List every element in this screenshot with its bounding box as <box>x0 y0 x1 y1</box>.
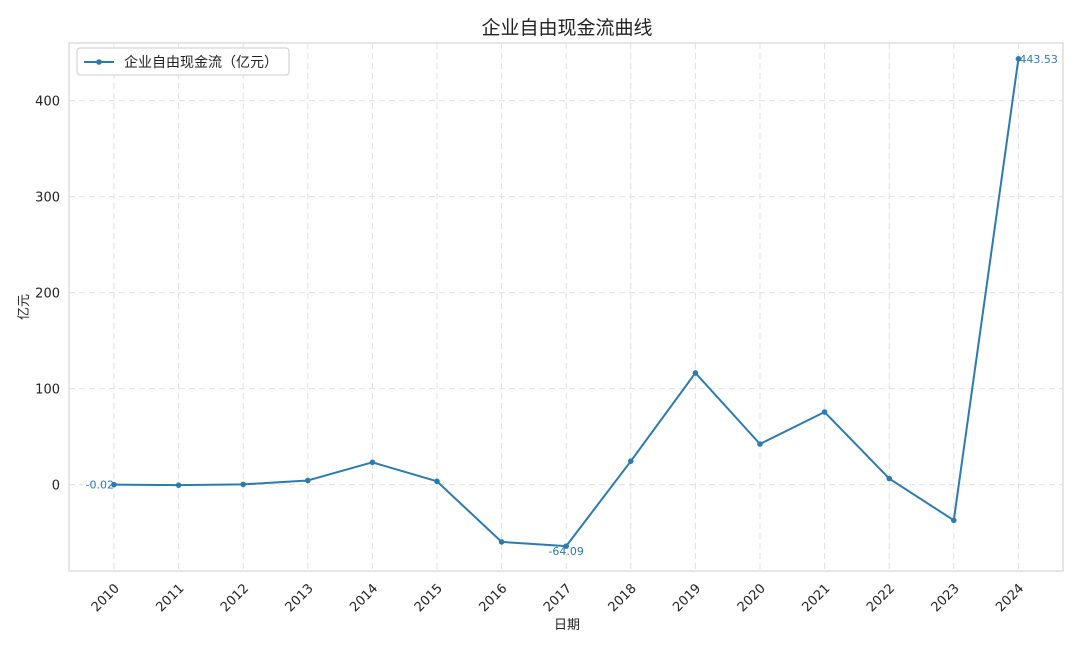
data-point <box>628 458 634 464</box>
annotations: -0.02 -64.09 443.53 <box>86 53 1058 558</box>
x-axis: 2010 2011 2012 2013 2014 2015 2016 2017 2018 2019… <box>89 581 1027 615</box>
y-axis: 0 100 200 300 400 <box>35 95 60 494</box>
x-tick-label: 2016 <box>476 581 510 615</box>
x-tick-label: 2012 <box>218 581 252 615</box>
y-tick-label: 100 <box>35 383 60 398</box>
data-point <box>175 482 182 488</box>
legend-marker-icon <box>96 59 102 65</box>
x-tick-label: 2021 <box>799 581 833 615</box>
chart-title: 企业自由现金流曲线 <box>481 17 652 39</box>
y-tick-label: 200 <box>35 287 60 302</box>
data-label: 443.53 <box>1019 53 1058 66</box>
data-point <box>498 539 505 545</box>
legend-label: 企业自由现金流（亿元） <box>124 54 278 71</box>
y-tick-label: 0 <box>52 479 60 494</box>
x-tick-label: 2014 <box>347 581 381 615</box>
data-point <box>240 481 246 488</box>
data-label: -0.02 <box>86 479 114 492</box>
data-point <box>434 478 440 485</box>
x-axis-label: 日期 <box>554 618 580 633</box>
x-tick-label: 2019 <box>670 581 704 615</box>
data-point <box>305 477 311 484</box>
data-point <box>369 459 376 466</box>
x-tick-label: 2024 <box>993 581 1027 615</box>
series-layer <box>111 56 1022 549</box>
x-tick-label: 2010 <box>89 581 123 615</box>
data-label: -64.09 <box>548 545 583 558</box>
x-tick-label: 2020 <box>735 581 769 615</box>
x-tick-label: 2022 <box>864 581 898 615</box>
x-tick-label: 2011 <box>153 581 187 615</box>
x-tick-label: 2023 <box>929 581 963 615</box>
data-point <box>1015 56 1022 62</box>
data-point <box>821 409 828 415</box>
x-tick-label: 2017 <box>541 581 575 615</box>
x-tick-label: 2015 <box>412 581 446 615</box>
legend[interactable]: 企业自由现金流（亿元） <box>76 47 290 76</box>
data-point <box>757 441 763 447</box>
legend-box <box>76 47 290 76</box>
y-tick-label: 300 <box>35 191 60 206</box>
y-axis-label: 亿元 <box>17 294 32 320</box>
data-point <box>692 370 699 376</box>
y-tick-label: 400 <box>35 95 60 110</box>
data-point <box>563 543 569 549</box>
x-tick-label: 2018 <box>606 581 640 615</box>
data-point <box>951 517 957 524</box>
data-point <box>111 481 117 488</box>
x-tick-label: 2013 <box>283 581 317 615</box>
data-point <box>886 475 892 482</box>
